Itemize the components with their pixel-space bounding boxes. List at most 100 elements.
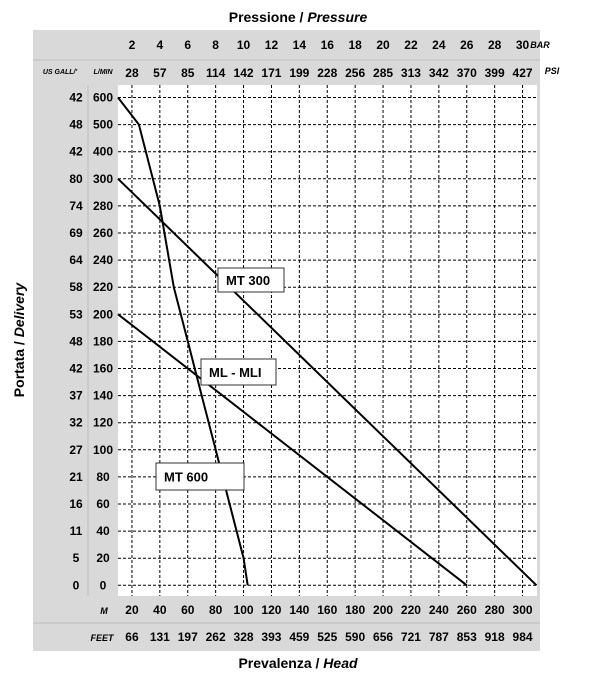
usgal-tick-label: 48 — [69, 118, 83, 132]
usgal-tick-label: 27 — [69, 443, 83, 457]
psi-tick-label: 256 — [345, 66, 365, 80]
usgal-tick-label: 53 — [69, 307, 83, 321]
m-tick-label: 180 — [345, 603, 365, 617]
feet-tick-label: 131 — [150, 630, 170, 644]
lmin-tick-label: 220 — [93, 280, 113, 294]
m-tick-label: 40 — [153, 603, 167, 617]
m-tick-label: 60 — [181, 603, 195, 617]
m-tick-label: 280 — [485, 603, 505, 617]
series-layer: MT 300 ML - MLI MT 600 — [117, 96, 538, 587]
m-tick-label: 220 — [401, 603, 421, 617]
psi-tick-label: 142 — [234, 66, 254, 80]
psi-tick-label: 57 — [153, 66, 167, 80]
series-label: ML - MLI — [209, 365, 261, 380]
bar-unit-label: BAR — [530, 40, 550, 50]
psi-tick-label: 199 — [289, 66, 309, 80]
psi-tick-label: 114 — [206, 66, 226, 80]
bar-tick-label: 24 — [432, 38, 446, 52]
left-title: Portata / Delivery — [11, 282, 27, 398]
bar-tick-label: 20 — [376, 38, 390, 52]
usgal-tick-label: 58 — [69, 280, 83, 294]
psi-tick-label: 285 — [373, 66, 393, 80]
bar-tick-label: 14 — [293, 38, 307, 52]
series-line — [117, 178, 538, 587]
usgal-tick-label: 0 — [73, 578, 80, 592]
bar-tick-label: 22 — [404, 38, 418, 52]
psi-tick-label: 85 — [181, 66, 195, 80]
lmin-tick-label: 160 — [93, 362, 113, 376]
feet-tick-label: 918 — [485, 630, 505, 644]
usgal-tick-label: 42 — [69, 91, 83, 105]
lmin-tick-label: 260 — [93, 226, 113, 240]
m-tick-label: 200 — [373, 603, 393, 617]
usgal-tick-label: 21 — [69, 470, 83, 484]
usgal-tick-label: 42 — [69, 362, 83, 376]
m-tick-label: 300 — [513, 603, 533, 617]
feet-tick-label: 853 — [457, 630, 477, 644]
feet-tick-label: 328 — [234, 630, 254, 644]
usgal-tick-label: 74 — [69, 199, 83, 213]
lmin-tick-label: 100 — [93, 443, 113, 457]
feet-tick-label: 984 — [513, 630, 533, 644]
lmin-tick-label: 300 — [93, 172, 113, 186]
feet-tick-label: 393 — [261, 630, 281, 644]
left-axis-band — [33, 85, 118, 596]
usgal-tick-label: 5 — [73, 551, 80, 565]
psi-tick-label: 342 — [429, 66, 449, 80]
top-axis-band — [33, 30, 540, 85]
m-tick-label: 100 — [234, 603, 254, 617]
m-tick-label: 160 — [317, 603, 337, 617]
psi-tick-label: 171 — [261, 66, 281, 80]
lmin-tick-label: 500 — [93, 118, 113, 132]
series-label: MT 600 — [164, 470, 208, 485]
bar-tick-label: 8 — [212, 38, 219, 52]
top-title: Pressione / Pressure — [229, 9, 368, 25]
feet-tick-label: 262 — [206, 630, 226, 644]
m-tick-label: 260 — [457, 603, 477, 617]
m-tick-label: 140 — [289, 603, 309, 617]
series-label: MT 300 — [226, 273, 270, 288]
bottom-title: Prevalenza / Head — [238, 655, 358, 671]
feet-unit-label: FEET — [90, 633, 115, 643]
lmin-tick-label: 200 — [93, 307, 113, 321]
bar-tick-label: 6 — [184, 38, 191, 52]
usgal-tick-label: 48 — [69, 334, 83, 348]
lmin-tick-label: 180 — [93, 334, 113, 348]
bar-tick-label: 30 — [516, 38, 530, 52]
m-unit-label: M — [100, 606, 108, 616]
bar-tick-label: 2 — [129, 38, 136, 52]
m-tick-label: 240 — [429, 603, 449, 617]
usgal-tick-label: 37 — [69, 389, 83, 403]
psi-unit-label: PSI — [545, 66, 560, 76]
usgal-tick-label: 42 — [69, 145, 83, 159]
usgal-tick-label: 69 — [69, 226, 83, 240]
feet-tick-label: 656 — [373, 630, 393, 644]
feet-tick-label: 721 — [401, 630, 421, 644]
m-tick-label: 80 — [209, 603, 223, 617]
bar-tick-label: 18 — [348, 38, 362, 52]
lmin-tick-label: 20 — [96, 551, 110, 565]
series-line — [117, 96, 249, 586]
right-axis-band — [537, 85, 540, 596]
usgal-tick-label: 80 — [69, 172, 83, 186]
usgal-tick-label: 11 — [70, 524, 83, 538]
feet-tick-label: 590 — [345, 630, 365, 644]
m-tick-label: 120 — [261, 603, 281, 617]
series-label-box — [217, 267, 285, 293]
lmin-tick-label: 40 — [96, 524, 110, 538]
bar-tick-label: 10 — [237, 38, 251, 52]
lmin-tick-label: 0 — [100, 578, 107, 592]
bar-tick-label: 26 — [460, 38, 474, 52]
lmin-tick-label: 600 — [93, 91, 113, 105]
psi-tick-label: 313 — [401, 66, 421, 80]
series-label-box — [155, 462, 245, 491]
psi-tick-label: 28 — [125, 66, 139, 80]
feet-tick-label: 459 — [289, 630, 309, 644]
bar-tick-label: 4 — [157, 38, 164, 52]
bar-tick-label: 28 — [488, 38, 502, 52]
psi-tick-label: 370 — [457, 66, 477, 80]
lmin-tick-label: 120 — [93, 416, 113, 430]
usgal-unit-label: US GALL/' — [43, 69, 78, 76]
lmin-tick-label: 400 — [93, 145, 113, 159]
psi-tick-label: 228 — [317, 66, 337, 80]
